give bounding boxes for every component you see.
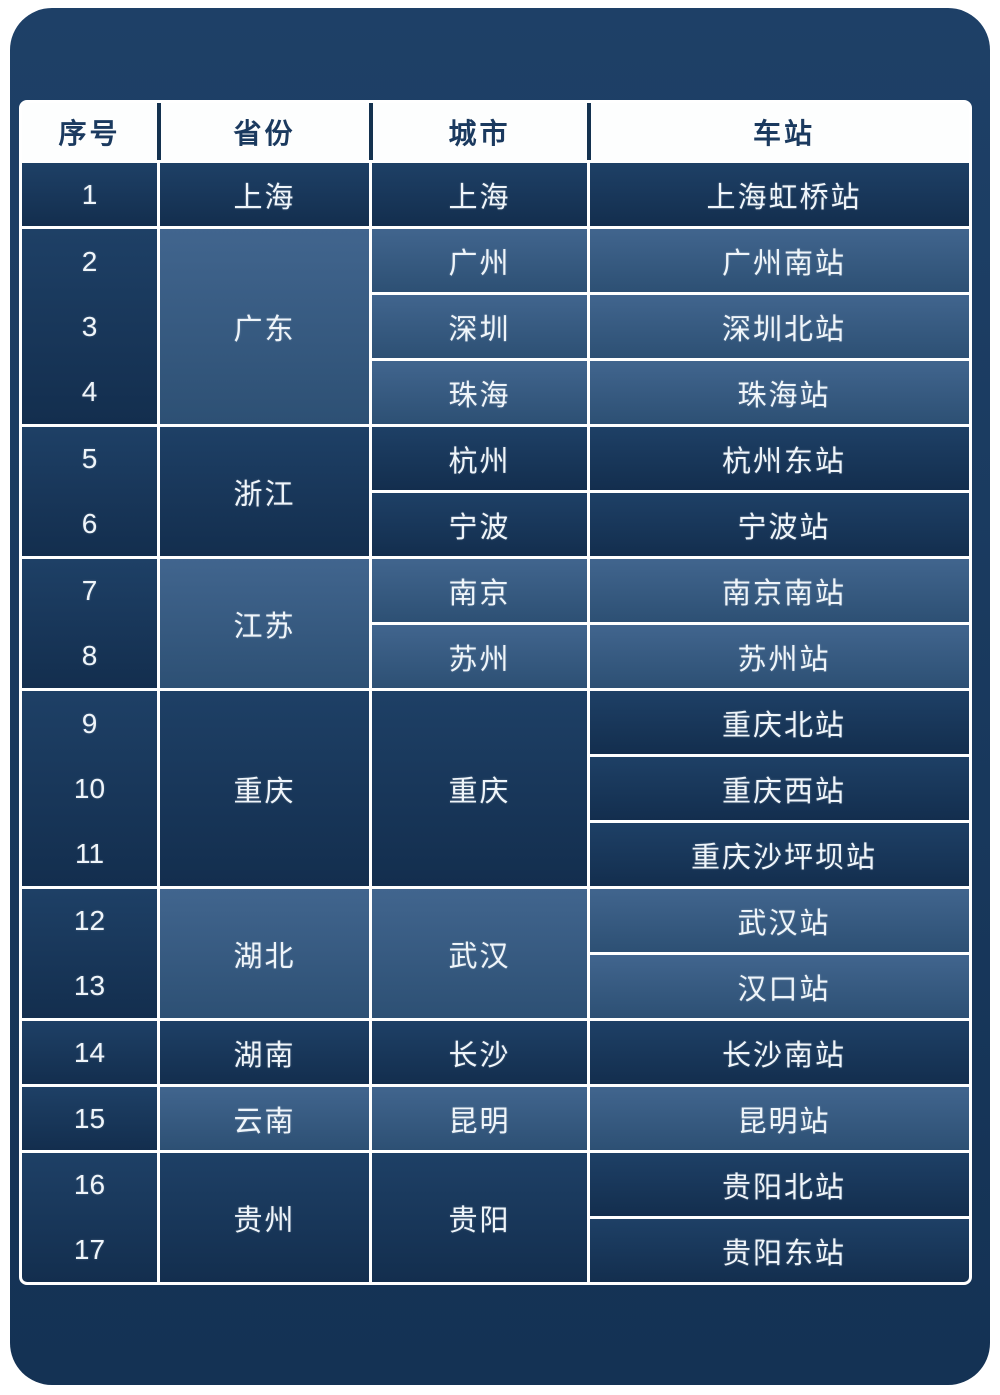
province-cell: 湖南 <box>160 1021 369 1084</box>
station-cell: 上海虹桥站 <box>590 163 969 226</box>
station-cell: 南京南站 <box>590 559 969 622</box>
station-cell: 武汉站 <box>590 889 969 952</box>
header-col-province: 省份 <box>156 103 369 160</box>
station-cell: 珠海站 <box>590 361 969 424</box>
city-cell: 昆明 <box>372 1087 587 1150</box>
city-cell: 南京 <box>372 559 587 622</box>
city-cell: 武汉 <box>372 889 587 1018</box>
station-cell: 汉口站 <box>590 955 969 1018</box>
province-cell: 上海 <box>160 163 369 226</box>
header-col-index: 序号 <box>22 103 157 160</box>
station-cell: 宁波站 <box>590 493 969 556</box>
station-cell: 深圳北站 <box>590 295 969 358</box>
station-cell: 贵阳北站 <box>590 1153 969 1216</box>
station-cell: 广州南站 <box>590 229 969 292</box>
province-cell: 江苏 <box>160 559 369 688</box>
header-col-city: 城市 <box>368 103 587 160</box>
row-number-cell: 9 10 11 <box>22 691 157 886</box>
table-card: 序号 省份 城市 车站 1 上海 上海 上海虹桥站 2 3 4 广东 广州 深圳… <box>10 8 990 1385</box>
city-cell: 上海 <box>372 163 587 226</box>
row-number-cell: 15 <box>22 1087 157 1150</box>
station-cell: 长沙南站 <box>590 1021 969 1084</box>
stations-table: 序号 省份 城市 车站 1 上海 上海 上海虹桥站 2 3 4 广东 广州 深圳… <box>19 100 972 1285</box>
station-cell: 苏州站 <box>590 625 969 688</box>
city-cell: 广州 <box>372 229 587 292</box>
province-cell: 贵州 <box>160 1153 369 1282</box>
row-number-cell: 5 6 <box>22 427 157 556</box>
city-cell: 贵阳 <box>372 1153 587 1282</box>
station-cell: 杭州东站 <box>590 427 969 490</box>
province-cell: 重庆 <box>160 691 369 886</box>
station-cell: 重庆北站 <box>590 691 969 754</box>
row-number-cell: 12 13 <box>22 889 157 1018</box>
header-col-station: 车站 <box>586 103 969 160</box>
province-cell: 湖北 <box>160 889 369 1018</box>
row-number-cell: 14 <box>22 1021 157 1084</box>
station-cell: 贵阳东站 <box>590 1219 969 1282</box>
station-cell: 重庆西站 <box>590 757 969 820</box>
row-number-cell: 2 3 4 <box>22 229 157 424</box>
province-cell: 浙江 <box>160 427 369 556</box>
city-cell: 宁波 <box>372 493 587 556</box>
city-cell: 杭州 <box>372 427 587 490</box>
city-cell: 苏州 <box>372 625 587 688</box>
city-cell: 重庆 <box>372 691 587 886</box>
city-cell: 长沙 <box>372 1021 587 1084</box>
province-cell: 云南 <box>160 1087 369 1150</box>
row-number-cell: 1 <box>22 163 157 226</box>
city-cell: 珠海 <box>372 361 587 424</box>
row-number-cell: 7 8 <box>22 559 157 688</box>
station-cell: 重庆沙坪坝站 <box>590 823 969 886</box>
row-number-cell: 16 17 <box>22 1153 157 1282</box>
province-cell: 广东 <box>160 229 369 424</box>
city-cell: 深圳 <box>372 295 587 358</box>
station-cell: 昆明站 <box>590 1087 969 1150</box>
